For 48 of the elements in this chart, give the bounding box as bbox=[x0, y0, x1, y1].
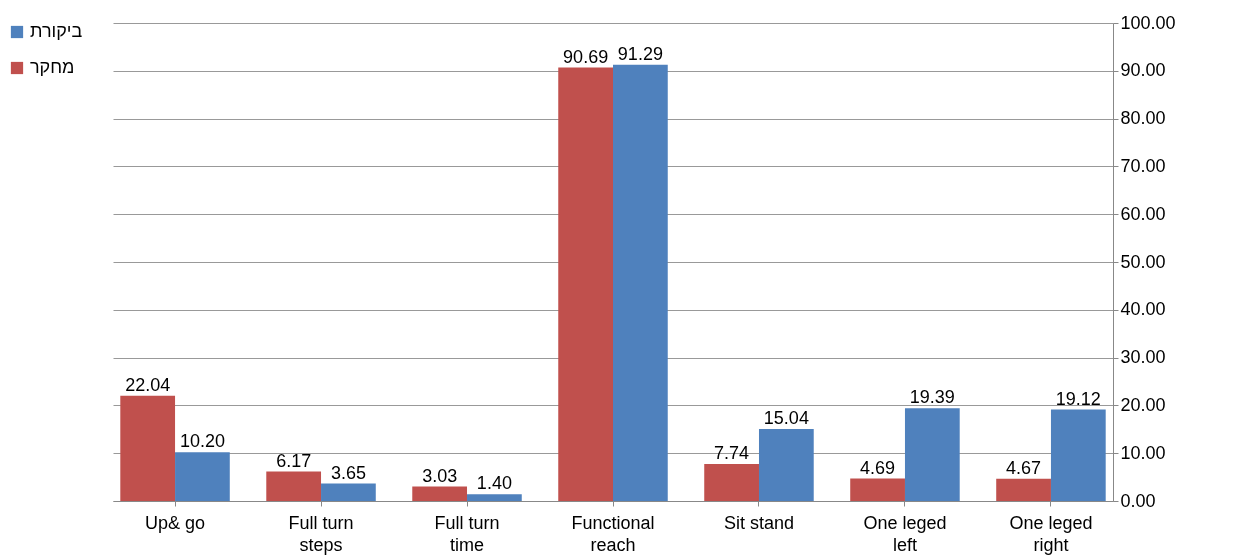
data-label: 91.29 bbox=[617, 43, 663, 64]
bar bbox=[904, 408, 960, 501]
data-label: 4.67 bbox=[1006, 457, 1042, 478]
y-tick-label: 60.00 bbox=[1120, 203, 1166, 224]
legend-label: ביקורת bbox=[30, 21, 83, 41]
x-tick-label: Up& go bbox=[145, 512, 206, 533]
bar bbox=[120, 395, 176, 501]
bar bbox=[175, 452, 230, 501]
y-tick-label: 100.00 bbox=[1120, 12, 1176, 33]
legend-label: מחקר bbox=[30, 57, 75, 77]
bar bbox=[467, 494, 522, 501]
data-label: 22.04 bbox=[125, 374, 171, 395]
y-tick-label: 30.00 bbox=[1120, 347, 1166, 368]
data-label: 6.17 bbox=[276, 450, 312, 471]
y-tick-label: 10.00 bbox=[1120, 442, 1166, 463]
y-tick-label: 40.00 bbox=[1120, 299, 1166, 320]
bar bbox=[758, 429, 814, 501]
data-label: 15.04 bbox=[763, 408, 809, 429]
x-tick-label: One leged right bbox=[1009, 512, 1093, 555]
y-tick-label: 90.00 bbox=[1120, 60, 1166, 81]
data-label: 1.40 bbox=[476, 473, 512, 494]
bar bbox=[996, 478, 1051, 501]
y-tick-label: 20.00 bbox=[1120, 394, 1166, 415]
data-label: 4.69 bbox=[860, 457, 896, 478]
bar bbox=[704, 464, 759, 501]
data-label: 19.12 bbox=[1055, 388, 1101, 409]
bar bbox=[412, 486, 468, 501]
bar bbox=[613, 64, 668, 501]
data-label: 3.65 bbox=[330, 462, 366, 483]
bar bbox=[850, 478, 905, 501]
bar bbox=[266, 471, 322, 501]
y-tick-label: 80.00 bbox=[1120, 108, 1166, 129]
bar bbox=[1050, 409, 1106, 501]
data-label: 10.20 bbox=[179, 431, 225, 452]
data-label: 90.69 bbox=[563, 46, 609, 67]
y-tick-label: 0.00 bbox=[1120, 490, 1156, 511]
data-label: 3.03 bbox=[422, 465, 458, 486]
x-tick-label: Full turn steps bbox=[288, 512, 354, 555]
x-tick-label: One leged left bbox=[863, 512, 947, 555]
bar bbox=[558, 67, 613, 501]
data-label: 19.39 bbox=[909, 387, 955, 408]
x-tick-label: Sit stand bbox=[723, 512, 795, 533]
bar bbox=[321, 483, 376, 501]
y-tick-label: 50.00 bbox=[1120, 251, 1166, 272]
data-label: 7.74 bbox=[714, 443, 750, 463]
x-tick-label: Functional reach bbox=[571, 512, 655, 555]
y-tick-label: 70.00 bbox=[1120, 155, 1166, 176]
x-tick-label: Full turn time bbox=[434, 512, 500, 555]
